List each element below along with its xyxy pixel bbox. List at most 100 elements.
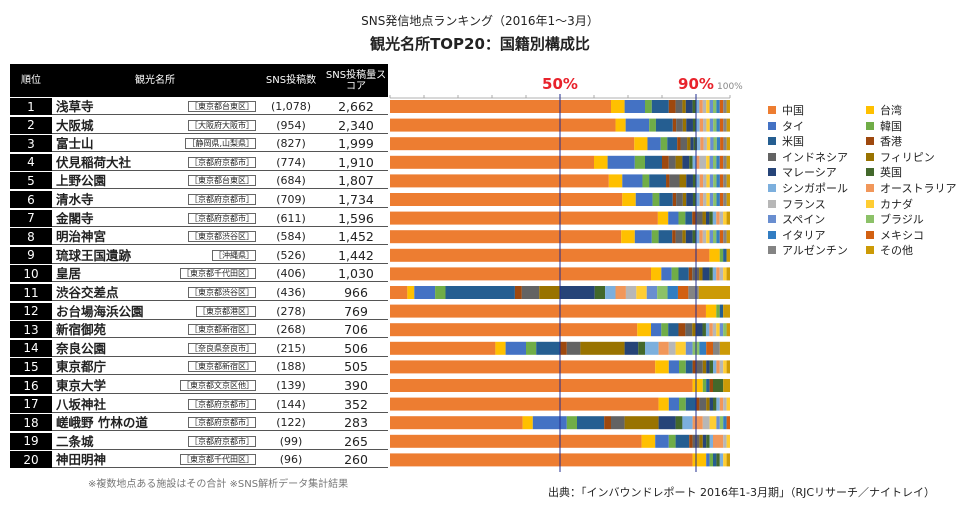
bar-segment [645,155,662,169]
bar-segment [692,360,696,374]
rank-cell: 9 [10,246,52,264]
table-row: 19 二条城 ［京都府京都市］ (99) 265 [10,432,388,450]
bar-segment [709,100,713,113]
name-cell: お台場海浜公園 ［東京都港区］ [52,303,258,320]
bar-segment [692,453,707,467]
place-name: 金閣寺 [56,210,94,226]
bar-segment [390,230,622,244]
bar-segment [685,341,693,355]
bar-segment [668,100,676,113]
bar-segment [624,341,639,355]
bar-segment [726,193,730,206]
bar-segment [646,286,658,299]
bar-segment [678,211,686,225]
table-row: 1 浅草寺 ［東京都台東区］ (1,078) 2,662 [10,98,388,115]
rank-cell: 17 [10,395,52,413]
bar-segment [675,155,683,169]
bar-segment [689,434,693,448]
name-cell: 伏見稲荷大社 ［京都府京都市］ [52,154,258,171]
bar-segment [700,137,704,151]
place-location: ［大阪府大阪市］ [188,119,256,131]
bar-segment [716,137,721,151]
bar-segment [407,286,415,299]
bar-segment [390,248,710,262]
legend-item: 韓国 [866,118,902,134]
legend-label: アルゼンチン [782,244,848,258]
table-row: 10 皇居 ［東京都千代田区］ (406) 1,030 [10,265,388,283]
bar-segment [719,211,724,225]
bar-segment [658,341,669,355]
table-row: 7 金閣寺 ［京都府京都市］ (611) 1,596 [10,209,388,227]
bar-segment [723,155,727,169]
bar-segment [713,434,724,448]
bar-segment [719,323,724,337]
legend-item: アルゼンチン [768,242,848,258]
footnote: ※複数地点ある施設はその合計 ※SNS解析データ集計結果 [88,479,349,490]
bar-segment [611,100,625,113]
rank-cell: 12 [10,302,52,320]
table-row: 4 伏見稲荷大社 ［京都府京都市］ (774) 1,910 [10,153,388,171]
rank-cell: 15 [10,358,52,376]
bar-segment [699,193,704,206]
post-score: 1,734 [324,191,388,208]
bar-segment [706,453,710,467]
place-location: ［東京都台東区］ [188,101,256,112]
rank-cell: 4 [10,153,52,171]
legend-swatch [768,246,776,255]
bar-segment [712,267,717,281]
legend-item: 香港 [866,133,902,149]
bar-segment [706,193,710,206]
place-location: ［静岡県,山梨県］ [185,138,256,150]
bar-segment [709,397,713,411]
legend-label: 韓国 [880,119,902,133]
post-count: (954) [258,117,324,134]
bar-segment [607,155,635,169]
bar-segment [668,360,679,374]
place-name: 富士山 [56,136,94,152]
bar-segment [662,155,669,169]
table-row: 9 琉球王国遺跡 ［沖縄県］ (526) 1,442 [10,246,388,264]
bar-segment [726,323,730,337]
bar-segment [723,360,727,374]
bar-segment [716,193,720,206]
bar-segment [690,137,694,151]
place-location: ［東京都渋谷区］ [188,231,256,243]
rank-cell: 18 [10,414,52,432]
bar-segment [706,230,710,244]
legend-item: スペイン [768,211,825,227]
bar-segment [645,341,659,355]
bar-segment [647,137,661,151]
bar-segment [594,286,606,299]
name-cell: 金閣寺 ［京都府京都市］ [52,210,258,227]
bar-segment [713,453,717,467]
rank-cell: 1 [10,98,52,115]
legend-label: 米国 [782,135,804,149]
bar-segment [713,379,724,392]
bar-segment [390,193,623,206]
post-score: 1,999 [324,135,388,153]
bar-segment [672,193,677,206]
bar-segment [692,211,696,225]
bar-segment [390,360,656,374]
bar-segment [668,155,676,169]
chart-title-line1: SNS発信地点ランキング（2016年1～3月） [361,14,599,28]
post-count: (436) [258,284,324,301]
table-row: 2 大阪城 ［大阪府大阪市］ (954) 2,340 [10,116,388,134]
bar-segment [605,286,616,299]
bar-segment [390,174,609,188]
bar-segment [693,137,697,151]
place-location: ［京都府京都市］ [188,417,256,429]
legend-item: 中国 [768,102,804,118]
name-cell: 嵯峨野 竹林の道 ［京都府京都市］ [52,414,258,432]
post-score: 352 [324,396,388,413]
post-score: 2,662 [324,98,388,115]
rank-cell: 13 [10,321,52,339]
legend-swatch [768,215,776,224]
bar-segment [702,360,707,374]
legend-label: フランス [782,197,826,211]
bar-segment [713,193,717,206]
bar-segment [723,100,727,113]
bar-segment [682,193,687,206]
legend-label: 英国 [880,166,902,180]
post-score: 260 [324,451,388,469]
